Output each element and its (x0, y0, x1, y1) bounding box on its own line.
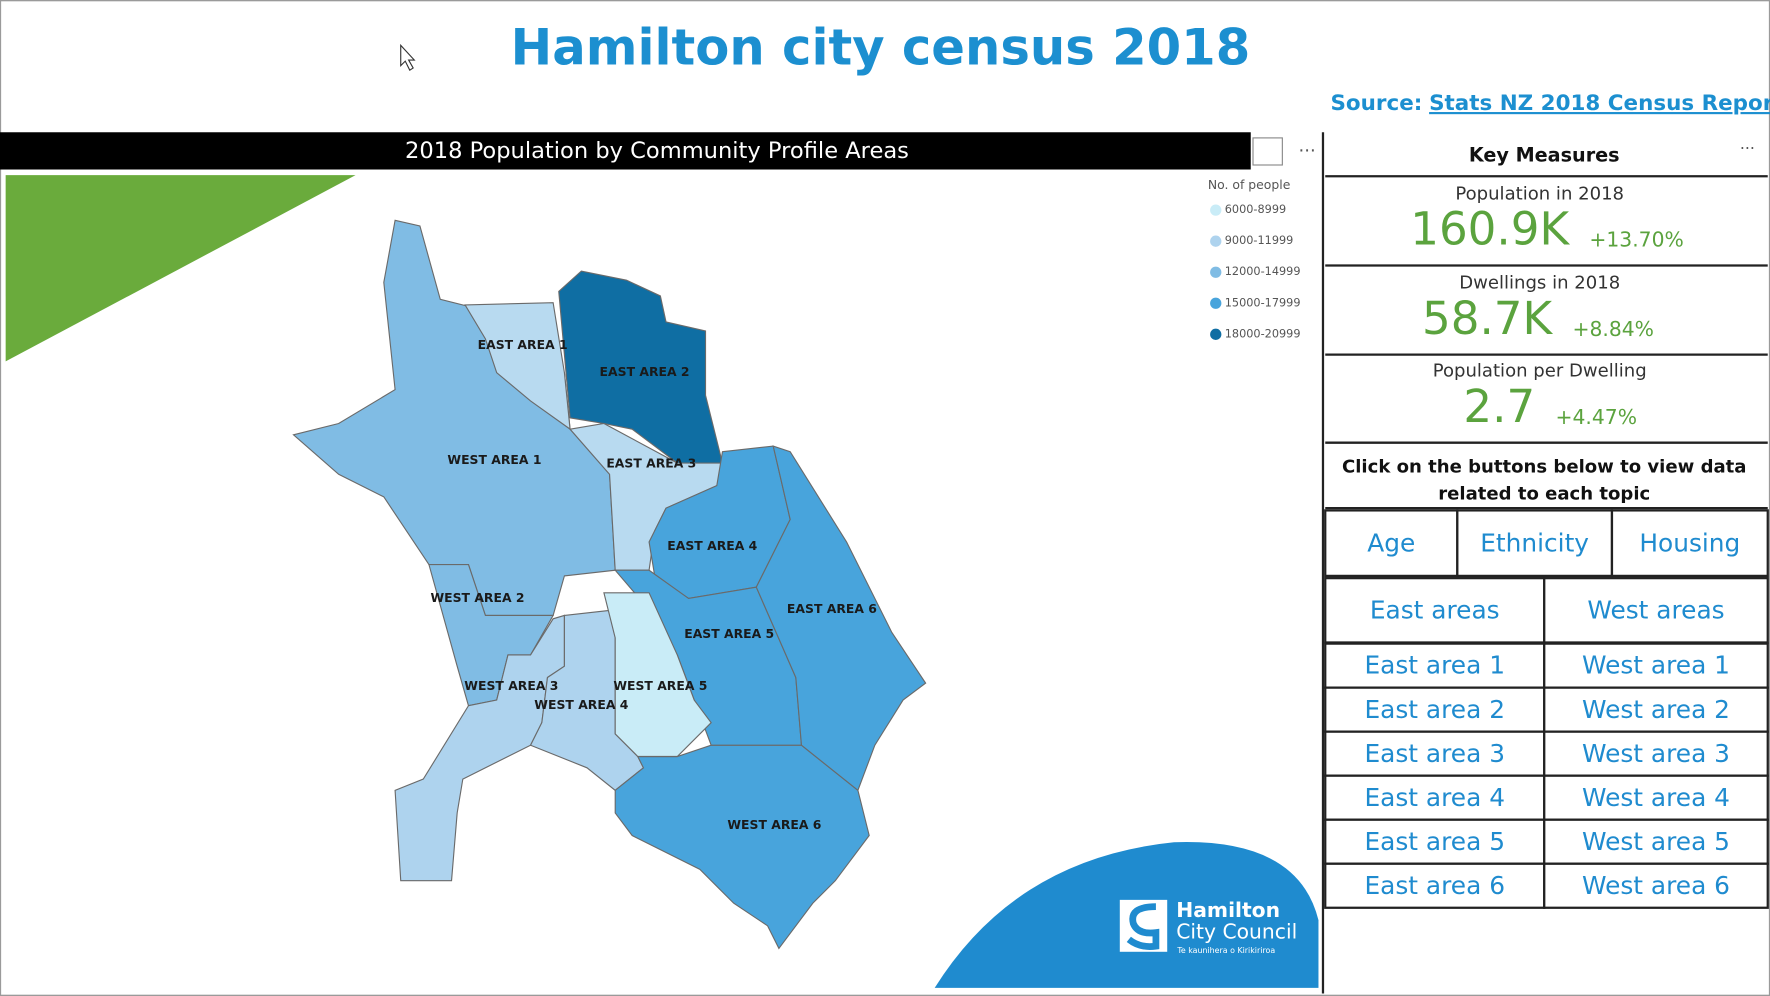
area-button[interactable] (1324, 686, 1546, 733)
area-button-label[interactable]: West area 3 (1582, 739, 1730, 768)
topic-button-label[interactable]: Ethnicity (1480, 528, 1589, 557)
area-button-label[interactable]: East area 5 (1364, 827, 1505, 856)
map-area-label: WEST AREA 3 (464, 678, 558, 693)
area-button-label[interactable]: West area 6 (1582, 871, 1730, 900)
area-button-label[interactable]: West areas (1587, 595, 1724, 624)
area-button-label[interactable]: East areas (1370, 595, 1500, 624)
legend-label: 12000-14999 (1225, 265, 1301, 278)
cursor (400, 43, 416, 71)
page-title: Hamilton city census 2018 (511, 18, 1251, 76)
legend: No. of people 6000-8999 9000-11999 12000-1… (1208, 177, 1301, 341)
measure-change: +13.70% (1589, 228, 1683, 252)
measure-value: 2.7 (1463, 380, 1535, 433)
area-button[interactable] (1543, 730, 1769, 777)
measure-label: Population in 2018 (1455, 183, 1624, 204)
area-button[interactable] (1324, 818, 1546, 865)
legend-label: 9000-11999 (1225, 234, 1294, 247)
more-options[interactable]: ··· (1299, 140, 1316, 161)
measure-change: +4.47% (1556, 405, 1638, 429)
area-button-label[interactable]: West area 1 (1582, 651, 1730, 680)
map-area-label: EAST AREA 5 (684, 626, 774, 641)
source-label: Source: (1330, 91, 1422, 116)
area-button-label[interactable]: East area 2 (1364, 695, 1505, 724)
more-options[interactable]: ··· (1740, 139, 1755, 158)
area-button-label[interactable]: East area 3 (1364, 739, 1505, 768)
map-area-label: WEST AREA 6 (727, 817, 821, 832)
map: WEST AREA 1 WEST AREA 2 WEST AREA 3 WEST AR… (292, 219, 927, 950)
topic-button-label[interactable]: Housing (1639, 528, 1740, 557)
measure-value: 160.9K (1410, 203, 1570, 256)
measure-label: Population per Dwelling (1433, 361, 1647, 382)
area-button[interactable] (1324, 730, 1546, 777)
map-area-label: EAST AREA 2 (600, 364, 690, 379)
map-area-label: EAST AREA 1 (478, 337, 568, 352)
map-area[interactable] (755, 445, 927, 792)
map-area-label: WEST AREA 2 (430, 590, 524, 605)
area-button-label[interactable]: West area 4 (1582, 783, 1730, 812)
key-measures-title: Key Measures (1469, 143, 1620, 166)
legend-swatch (1210, 328, 1222, 340)
source-link[interactable]: Stats NZ 2018 Census Report (1429, 91, 1770, 116)
logo-name-2: City Council (1176, 920, 1297, 944)
map-area-label: WEST AREA 4 (534, 697, 628, 712)
area-button[interactable] (1543, 818, 1769, 865)
map-area[interactable] (464, 302, 571, 431)
legend-label: 18000-20999 (1225, 327, 1301, 340)
topic-button-label[interactable]: Age (1367, 528, 1415, 557)
map-area-label: WEST AREA 1 (447, 452, 541, 467)
measure-change: +8.84% (1572, 317, 1654, 341)
legend-title: No. of people (1208, 177, 1291, 192)
logo-tagline: Te kaunihera o Kirikiriroa (1176, 946, 1275, 955)
measure-label: Dwellings in 2018 (1459, 273, 1620, 294)
area-button-label[interactable]: East area 4 (1364, 783, 1505, 812)
area-button-label[interactable]: East area 1 (1364, 651, 1505, 680)
map-title-bar (0, 132, 1251, 170)
topic-button[interactable] (1324, 509, 1459, 578)
legend-swatch (1210, 235, 1222, 247)
map-area-label: EAST AREA 6 (787, 601, 877, 616)
focus-mode-button[interactable] (1252, 137, 1283, 166)
area-button-label[interactable]: West area 2 (1582, 695, 1730, 724)
map-area-label: WEST AREA 5 (613, 678, 707, 693)
map-area-label: EAST AREA 4 (667, 538, 757, 553)
logo-mark (1126, 903, 1160, 950)
area-button[interactable] (1324, 577, 1546, 644)
legend-label: 15000-17999 (1225, 296, 1301, 309)
area-button-label[interactable]: East area 6 (1364, 871, 1505, 900)
area-button[interactable] (1543, 642, 1769, 689)
legend-swatch (1210, 297, 1222, 309)
instructions: Click on the buttons below to view data (1342, 457, 1746, 478)
area-button[interactable] (1543, 862, 1769, 909)
area-button-label[interactable]: West area 5 (1582, 827, 1730, 856)
logo-name: Hamilton (1176, 898, 1280, 922)
map-area-label: EAST AREA 3 (606, 456, 696, 471)
logo: Hamilton City Council Te kaunihera o Kir… (1119, 898, 1297, 955)
map-title: 2018 Population by Community Profile Are… (405, 138, 909, 164)
area-button[interactable] (1543, 686, 1769, 733)
topic-button[interactable] (1610, 509, 1769, 578)
legend-label: 6000-8999 (1225, 203, 1286, 216)
measure-value: 58.7K (1422, 292, 1554, 345)
instructions: related to each topic (1438, 484, 1650, 505)
map-area[interactable] (603, 592, 712, 758)
legend-swatch (1210, 266, 1222, 278)
legend-swatch (1210, 204, 1222, 216)
